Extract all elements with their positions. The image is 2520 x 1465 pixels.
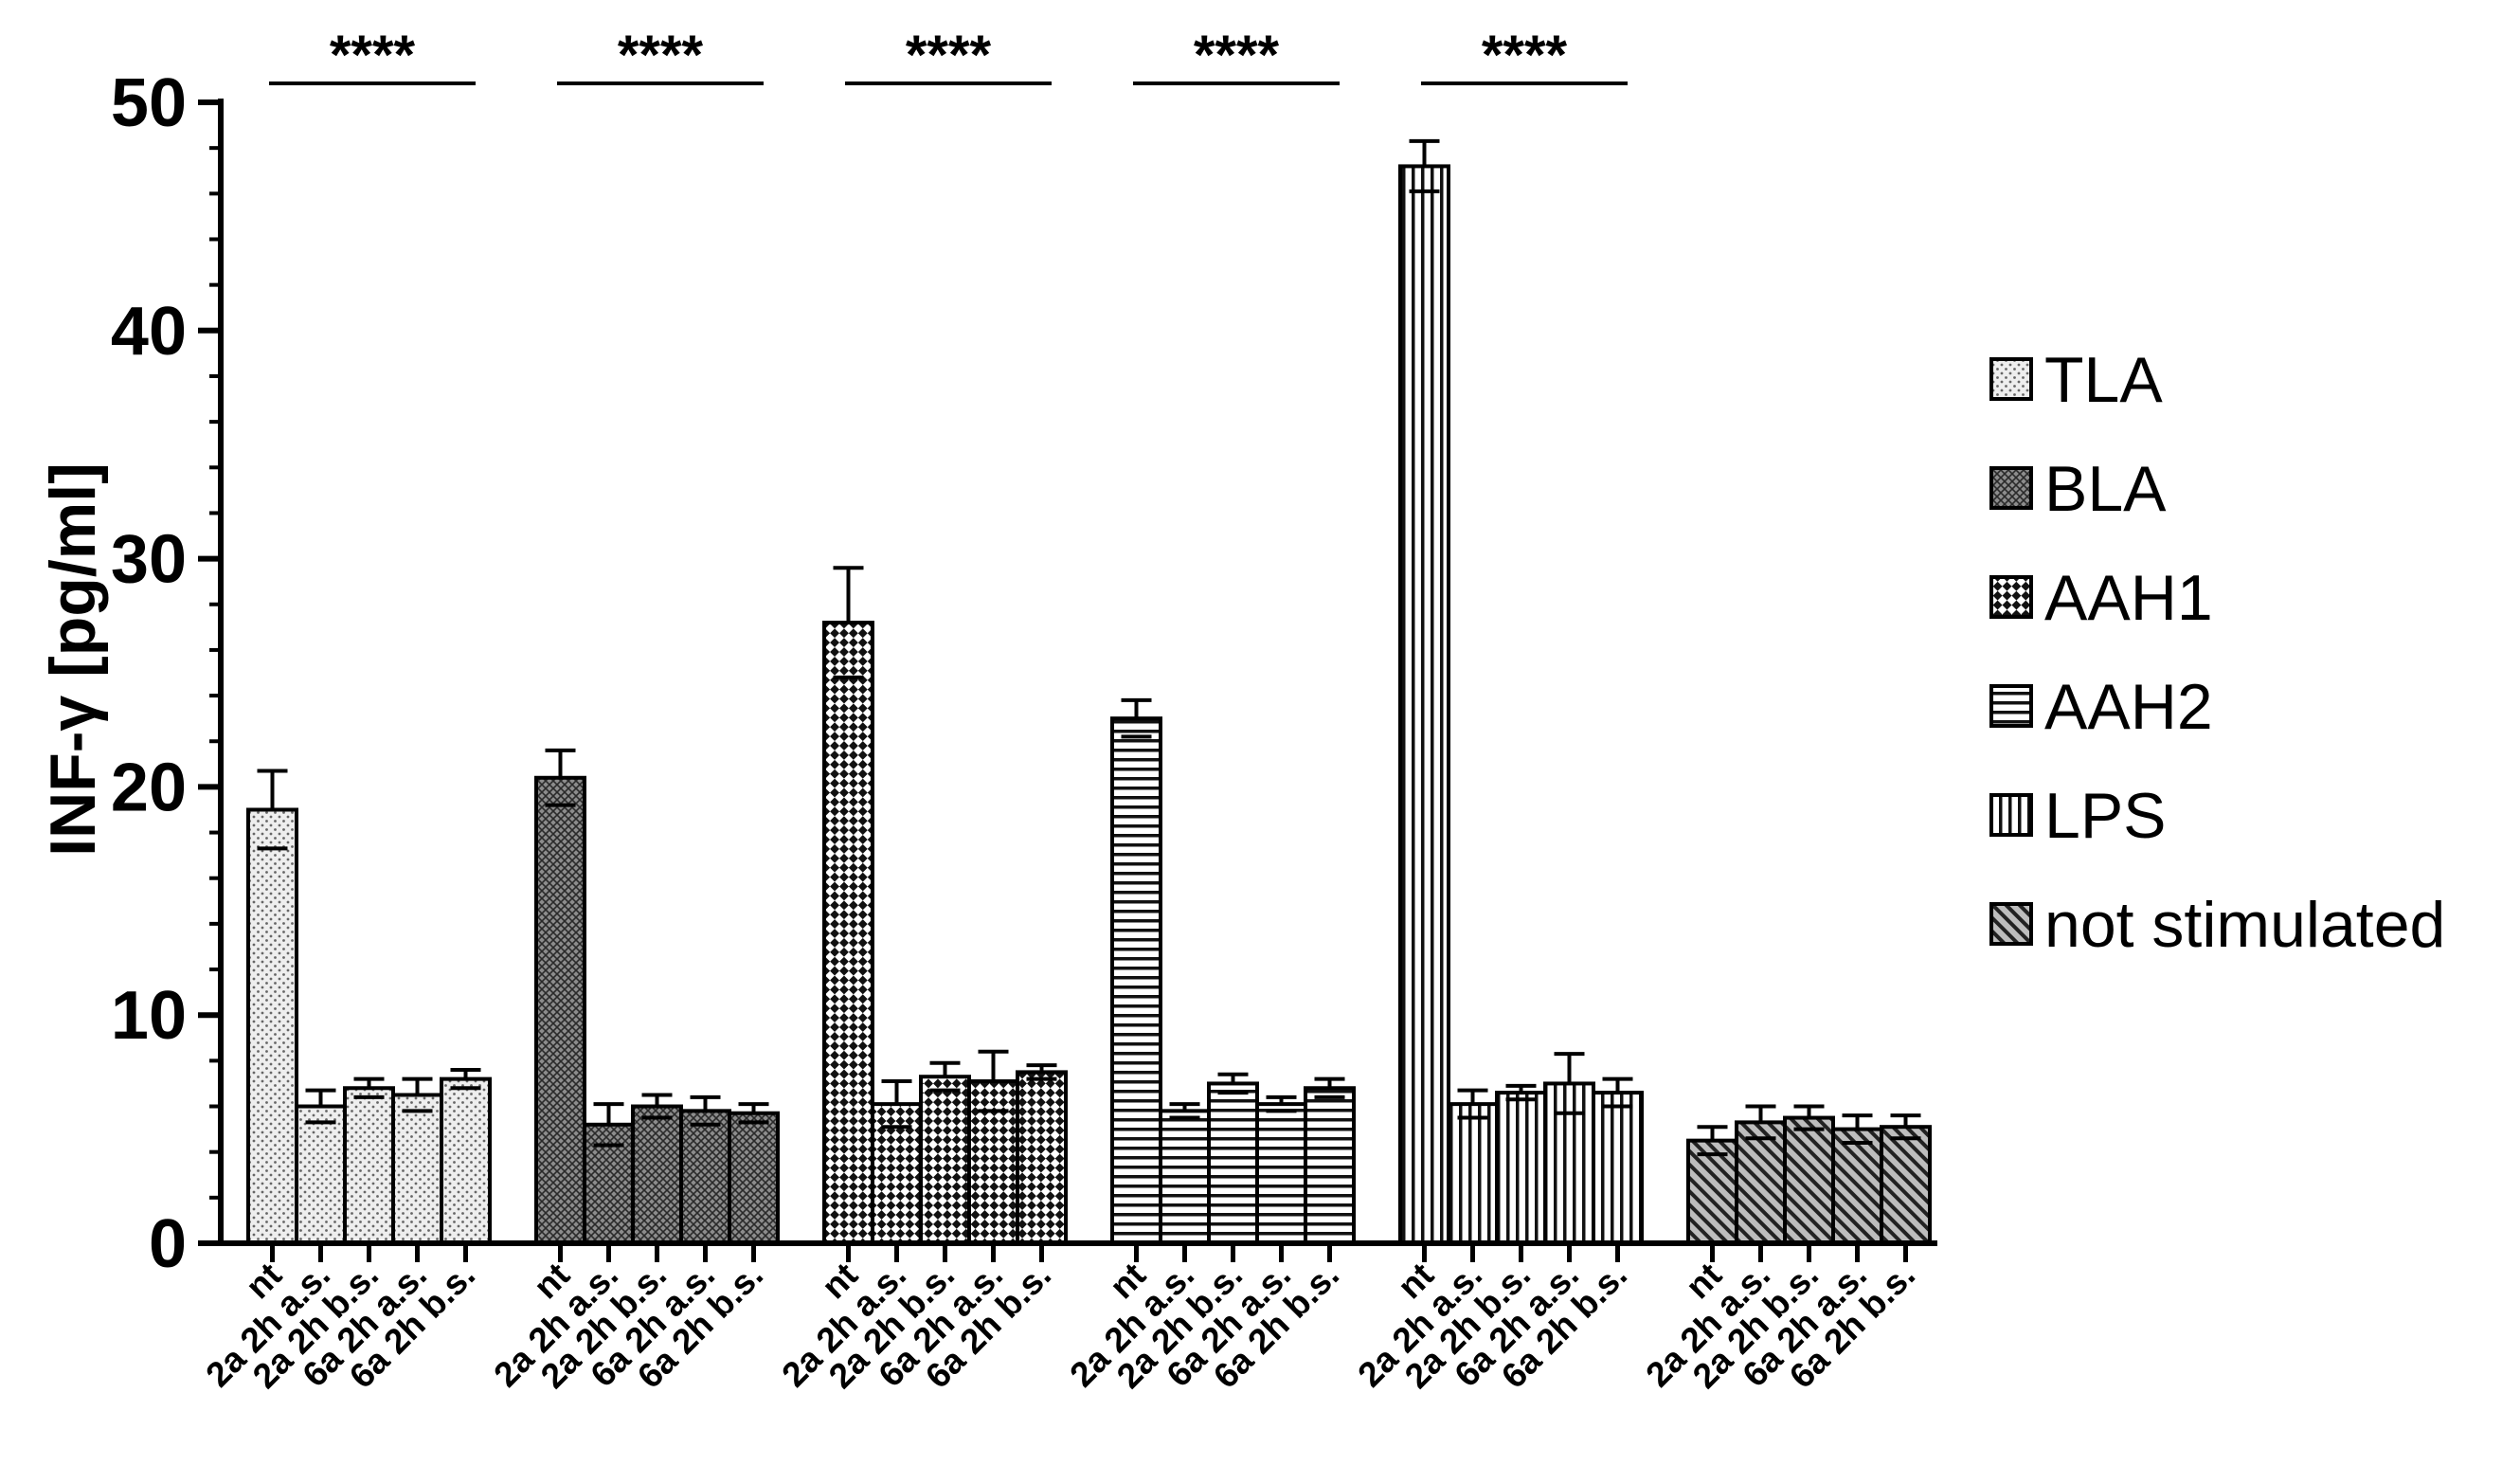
error-bar	[1457, 1088, 1488, 1120]
error-bar	[978, 1049, 1009, 1113]
error-bar	[1793, 1104, 1825, 1131]
error-bar	[1842, 1113, 1873, 1146]
bar	[246, 807, 298, 1245]
error-bar	[690, 1094, 721, 1127]
bar	[1207, 1081, 1259, 1245]
y-tick-label: 0	[149, 1206, 187, 1282]
legend-swatch	[1989, 793, 2033, 837]
bar	[919, 1075, 971, 1245]
legend-swatch	[1989, 684, 2033, 728]
legend-item: BLA	[1989, 453, 2167, 525]
legend-label: AAH2	[2044, 671, 2213, 743]
error-bar	[833, 566, 864, 679]
bar	[343, 1086, 395, 1245]
bar	[1735, 1120, 1787, 1245]
error-bar	[1121, 697, 1152, 739]
y-tick-label: 20	[111, 750, 187, 825]
significance-layer: **** **** **** **** ****	[269, 25, 1628, 86]
significance-stars: ****	[906, 25, 992, 86]
bar	[1447, 1102, 1499, 1246]
legend-swatch	[1989, 466, 2033, 510]
error-bar	[1745, 1104, 1776, 1141]
bar	[871, 1102, 923, 1246]
bar	[1592, 1091, 1644, 1246]
error-bar	[929, 1060, 961, 1093]
error-bar	[1602, 1076, 1633, 1109]
y-axis-title: INF-γ [pg/ml]	[37, 462, 109, 857]
bar	[728, 1111, 780, 1246]
y-tick-label: 40	[111, 294, 187, 370]
significance-stars: ****	[618, 25, 704, 86]
bar	[440, 1076, 492, 1246]
legend-label: TLA	[2044, 344, 2163, 416]
bar	[1880, 1125, 1932, 1246]
legend-item: TLA	[1989, 344, 2163, 416]
bars-layer	[246, 164, 1932, 1246]
error-bar	[641, 1093, 673, 1120]
error-bar	[450, 1067, 481, 1091]
legend-label: BLA	[2044, 453, 2167, 525]
error-bar	[1554, 1052, 1585, 1115]
bar	[391, 1093, 443, 1245]
error-bar	[545, 748, 576, 807]
bar	[583, 1122, 635, 1246]
bar	[1110, 716, 1162, 1245]
error-bar	[1890, 1113, 1921, 1141]
significance-stars: ****	[330, 25, 416, 86]
legend-label: not stimulated	[2044, 889, 2445, 961]
error-bars-layer	[257, 138, 1921, 1157]
bar	[1016, 1070, 1068, 1246]
error-bar	[1026, 1063, 1057, 1081]
bar	[1783, 1115, 1835, 1246]
bar	[1304, 1086, 1356, 1245]
legend-swatch	[1989, 357, 2033, 401]
error-bar	[305, 1088, 336, 1125]
significance-stars: ****	[1482, 25, 1568, 86]
error-bar	[1314, 1076, 1345, 1099]
error-bar	[738, 1102, 769, 1125]
bar	[1543, 1081, 1595, 1245]
y-tick-label: 30	[111, 522, 187, 598]
legend-swatch	[1989, 575, 2033, 619]
legend-item: AAH1	[1989, 562, 2213, 634]
error-bar	[1266, 1094, 1297, 1113]
y-tick-label: 10	[111, 978, 187, 1054]
y-ticks-layer: 0 10 20 30 40 50	[111, 65, 221, 1282]
error-bar	[881, 1079, 912, 1130]
error-bar	[1409, 138, 1440, 193]
error-bar	[402, 1076, 433, 1113]
legend-label: AAH1	[2044, 562, 2213, 634]
bar	[679, 1109, 731, 1246]
bar	[1255, 1102, 1307, 1246]
significance-stars: ****	[1194, 25, 1280, 86]
bar	[822, 621, 874, 1245]
legend-item: LPS	[1989, 780, 2167, 852]
error-bar	[257, 769, 288, 851]
error-bar	[1169, 1102, 1200, 1120]
bar	[967, 1079, 1019, 1245]
legend-item: AAH2	[1989, 671, 2213, 743]
bar	[534, 775, 586, 1245]
error-bar	[1697, 1125, 1728, 1157]
bar	[1831, 1127, 1883, 1245]
legend-swatch	[1989, 902, 2033, 946]
y-tick-label: 50	[111, 65, 187, 141]
legend-item: not stimulated	[1989, 889, 2445, 961]
error-bar	[1505, 1083, 1537, 1102]
bar	[1495, 1091, 1547, 1246]
error-bar	[1217, 1072, 1249, 1095]
axes-layer	[218, 99, 1937, 1246]
bar	[1159, 1109, 1211, 1246]
error-bar	[353, 1076, 385, 1099]
error-bar	[593, 1102, 624, 1148]
bar	[631, 1104, 683, 1246]
bar	[295, 1104, 347, 1246]
legend: TLA BLA AAH1 AAH2 LPS not stimulated	[1989, 344, 2445, 961]
legend-label: LPS	[2044, 780, 2167, 852]
bar	[1398, 164, 1450, 1246]
